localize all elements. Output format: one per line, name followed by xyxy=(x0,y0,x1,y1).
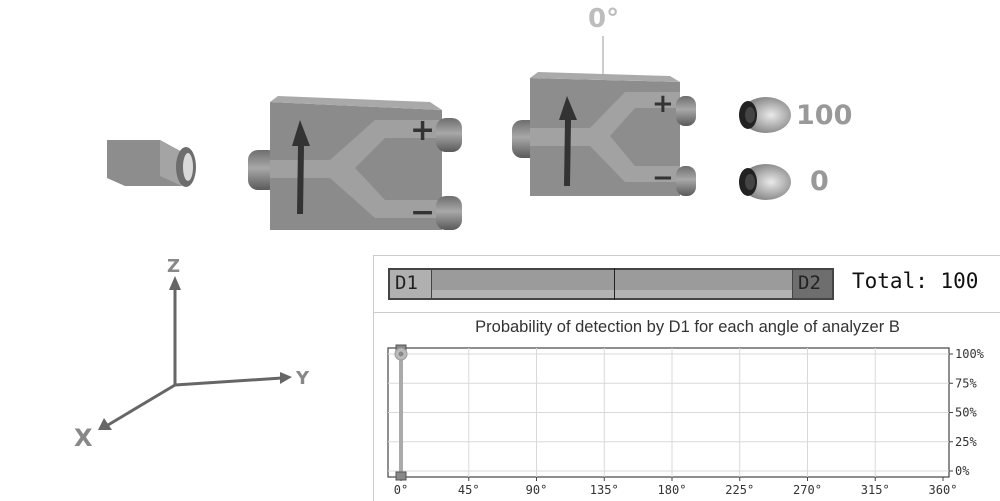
y-axis-label: Y xyxy=(295,368,310,389)
detection-panel: D1 D2 Total: 100 Probability of detectio… xyxy=(373,255,1000,501)
data-point-center xyxy=(398,351,404,357)
d2-label: D2 xyxy=(792,270,832,298)
chart-title: Probability of detection by D1 for each … xyxy=(475,318,900,336)
experiment-scene: + − + − 0° 100 0 xyxy=(0,0,1000,250)
minus-detector-count: 0 xyxy=(810,166,829,197)
midpoint-marker xyxy=(614,268,615,300)
probability-chart[interactable]: 0° 45° 90° 135° 180° 225° 270° 315° 360° 100% 75% 5… xyxy=(374,340,1000,501)
analyzer-b: + − xyxy=(512,72,696,196)
analyzer-a-plus-sign: + xyxy=(410,113,435,148)
y-tick-label: 100% xyxy=(955,347,985,361)
x-tick-label: 0° xyxy=(394,483,408,497)
analyzer-b-plus-sign: + xyxy=(652,89,674,119)
x-tick-label: 45° xyxy=(458,483,480,497)
y-tick-label: 25% xyxy=(955,435,977,449)
y-tick-label: 50% xyxy=(955,406,977,420)
detector-plus xyxy=(739,97,791,133)
x-tick-label: 315° xyxy=(861,483,890,497)
analyzer-b-angle-label: 0° xyxy=(588,4,620,34)
plus-detector-count: 100 xyxy=(796,100,853,131)
d1-label: D1 xyxy=(390,270,432,298)
x-tick-label: 180° xyxy=(658,483,687,497)
detection-ratio-bar: D1 D2 xyxy=(388,268,834,300)
analyzer-a: + − xyxy=(248,96,462,230)
detector-minus xyxy=(739,164,791,200)
x-tick-label: 90° xyxy=(526,483,548,497)
analyzer-a-minus-sign: − xyxy=(410,195,435,230)
y-tick-label: 0% xyxy=(955,464,970,478)
total-count: Total: 100 xyxy=(852,269,979,293)
particle-source xyxy=(107,140,196,187)
x-tick-label: 360° xyxy=(929,483,958,497)
apparatus-drawing: + − + − xyxy=(107,36,791,230)
x-axis-label: X xyxy=(74,424,93,452)
x-tick-label: 270° xyxy=(793,483,822,497)
x-tick-label: 225° xyxy=(725,483,754,497)
analyzer-b-minus-sign: − xyxy=(652,163,674,193)
detection-bar-row: D1 D2 Total: 100 xyxy=(374,256,1000,313)
coordinate-axes: Z Y X xyxy=(60,250,350,470)
z-axis-label: Z xyxy=(167,256,180,277)
y-tick-label: 75% xyxy=(955,376,977,390)
x-tick-label: 135° xyxy=(590,483,619,497)
angle-slider-bottom-handle[interactable] xyxy=(395,471,407,481)
